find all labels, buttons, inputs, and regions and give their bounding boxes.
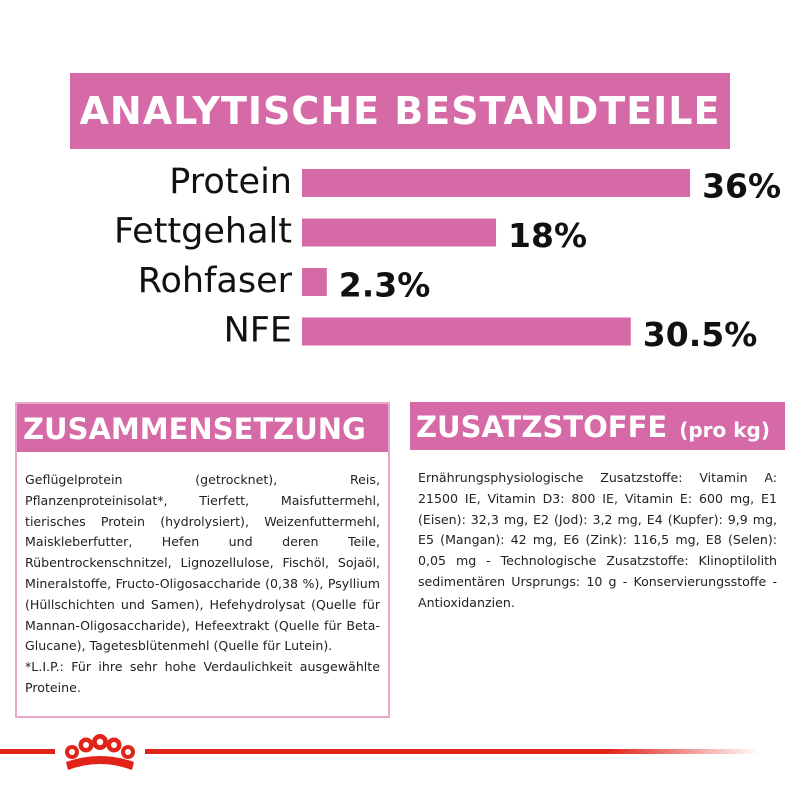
footer-line [0, 749, 760, 754]
section-title: ANALYTISCHE BESTANDTEILE [70, 73, 730, 149]
category-label: Fettgehalt [114, 212, 292, 252]
bar [302, 169, 691, 197]
value-label: 36% [702, 167, 781, 206]
additives-box: ZUSATZSTOFFE (pro kg) Ernährungsphysiolog… [410, 402, 785, 718]
category-label: Rohfaser [138, 261, 293, 301]
additives-text: Ernährungsphysiologische Zusatzstoffe: V… [418, 470, 777, 610]
category-label: NFE [224, 311, 292, 351]
value-label: 18% [508, 216, 587, 255]
composition-box: ZUSAMMENSETZUNG Geflügelprotein (getrock… [15, 402, 390, 718]
composition-text: Geflügelprotein (getrocknet), Reis, Pfla… [25, 472, 380, 654]
value-label: 30.5% [643, 315, 758, 354]
box-title: ZUSATZSTOFFE (pro kg) [410, 402, 785, 450]
footer [0, 734, 760, 774]
category-label: Protein [169, 162, 292, 202]
box-unit: (pro kg) [679, 418, 770, 442]
bar [302, 268, 327, 296]
bar [302, 317, 631, 346]
value-label: 2.3% [339, 266, 431, 305]
crown-logo [65, 734, 135, 770]
box-title-text: ZUSATZSTOFFE [416, 410, 668, 444]
nutrient-chart: Protein 36% Fettgehalt 18% Rohfaser 2.3% NFE 30… [114, 162, 781, 354]
composition-note: *L.I.P.: Für ihre sehr hohe Verdaulichke… [25, 659, 380, 695]
bar [302, 218, 497, 247]
box-title: ZUSAMMENSETZUNG [17, 404, 388, 452]
